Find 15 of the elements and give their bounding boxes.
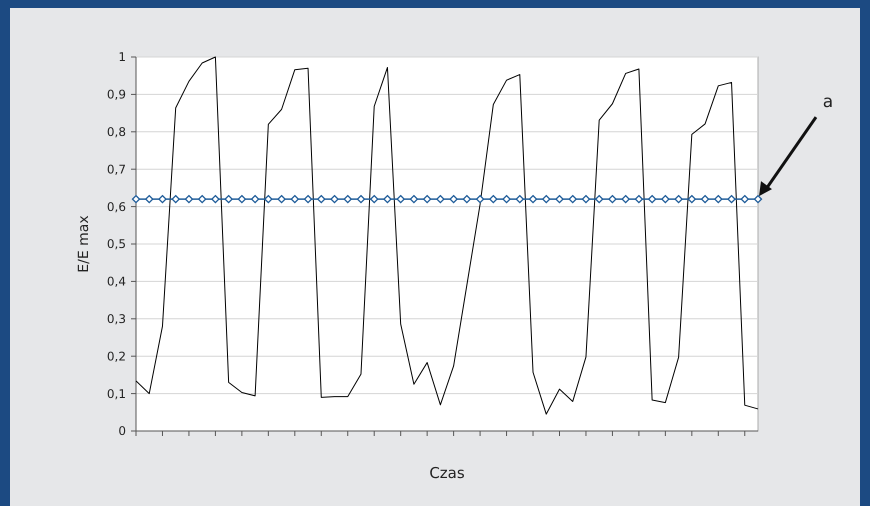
y-tick-label: 0	[118, 424, 126, 438]
y-tick-label: 0,6	[106, 200, 126, 214]
y-tick-label: 0,7	[106, 162, 126, 176]
line-series	[136, 56, 758, 415]
y-tick-label: 0,2	[106, 349, 126, 364]
y-tick-label: 0,3	[106, 312, 126, 326]
y-tick-label: 0,8	[106, 125, 126, 139]
y-tick-label: 0,9	[106, 88, 126, 102]
y-tick-label: 1	[118, 50, 126, 64]
y-tick-label: 0,4	[106, 274, 126, 289]
y-tick-label: 0,5	[106, 237, 126, 252]
text: a	[822, 92, 834, 112]
y-tick-label: 0,1	[106, 386, 126, 401]
x-axis-title: Czas	[429, 464, 465, 482]
y-axis-title: E/E max	[76, 215, 92, 273]
